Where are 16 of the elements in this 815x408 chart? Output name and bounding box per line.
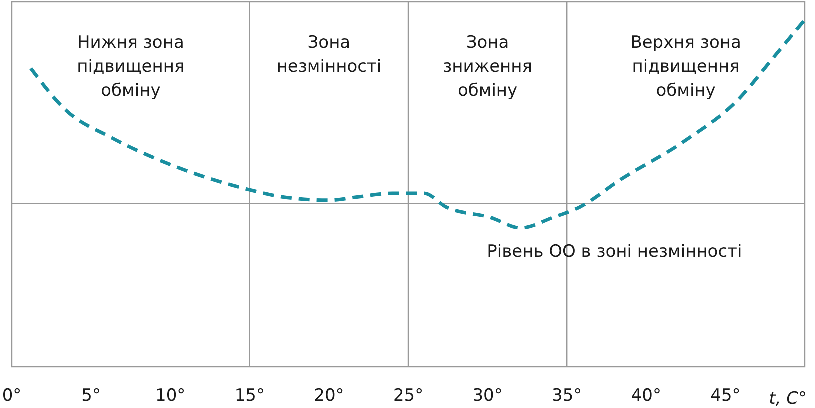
annotation: Нижня зона підвищення обміну (77, 33, 185, 101)
x-tick-label: 30° (472, 386, 503, 406)
x-tick-label: 40° (631, 386, 662, 406)
x-tick-label: 0° (2, 386, 22, 406)
x-tick-label: 10° (156, 386, 186, 406)
x-axis-title: t, C° (769, 389, 807, 408)
x-tick-label: 45° (710, 386, 741, 406)
annotation: Верхня зона підвищення обміну (630, 33, 742, 101)
ref-line-label: Рівень ОО в зоні незмінності (487, 242, 742, 262)
x-tick-label: 15° (234, 386, 265, 406)
x-tick-label: 5° (82, 386, 101, 406)
annotation: Зона зниження обміну (443, 33, 533, 101)
x-tick-label: 25° (393, 386, 424, 406)
x-tick-label: 20° (314, 386, 344, 406)
annotation: Зона незмінності (276, 33, 382, 77)
x-tick-label: 35° (552, 386, 582, 406)
